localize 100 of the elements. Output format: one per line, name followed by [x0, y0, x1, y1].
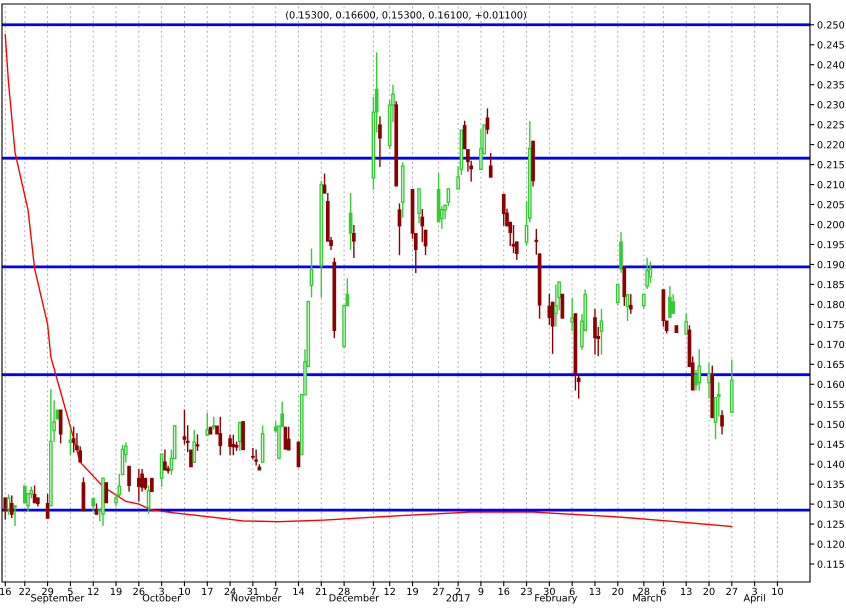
- x-tick-label: 12: [88, 588, 98, 595]
- y-tick-label: 0.185: [818, 280, 844, 288]
- x2-tick-label: February: [535, 594, 578, 604]
- x-tick-label: 12: [384, 588, 395, 595]
- candlestick: [254, 449, 258, 466]
- y-tick-label: 0.155: [818, 400, 844, 408]
- x-tick-label: 30: [544, 588, 555, 596]
- candlestick: [310, 248, 314, 298]
- candlestick: [160, 453, 164, 487]
- candlestick: [32, 485, 36, 504]
- candlestick: [720, 410, 724, 434]
- x-tick-label: 28: [638, 588, 650, 596]
- y-tick-label: 0.180: [818, 300, 844, 308]
- y-tick-label: 0.220: [818, 141, 844, 148]
- candlestick: [554, 284, 558, 327]
- x2-tick-label: April: [744, 594, 765, 604]
- y-tick-label: 0.215: [818, 161, 844, 168]
- x2-tick-label: November: [232, 594, 282, 602]
- x2-tick-label: March: [633, 594, 662, 602]
- candlestick: [137, 469, 141, 502]
- y-tick-label: 0.200: [818, 220, 844, 228]
- candlestick: [668, 286, 672, 318]
- candlestick: [6, 494, 10, 515]
- x2-tick-label: 2017: [446, 594, 470, 602]
- x-tick-label: 5: [68, 588, 73, 596]
- x-tick-label: 22: [19, 588, 30, 595]
- candlestick: [600, 308, 604, 355]
- candlestick: [46, 494, 50, 519]
- y-tick-label: 0.245: [818, 41, 844, 49]
- candlestick: [127, 466, 131, 492]
- x-tick-label: 27: [726, 588, 738, 595]
- text: (0.15300, 0.16600, 0.15300, 0.16100, +0.01100): [286, 11, 526, 20]
- candlestick: [94, 503, 98, 515]
- y-tick-label: 0.160: [818, 380, 844, 388]
- candlestick: [626, 294, 630, 322]
- candlestick: [348, 193, 352, 250]
- candlestick: [205, 412, 210, 436]
- y-tick-label: 0.195: [818, 240, 844, 248]
- candlestick: [398, 203, 402, 256]
- x-tick-label: 27: [433, 588, 444, 595]
- candlestick: [286, 426, 291, 450]
- candlestick: [488, 153, 493, 178]
- candlestick: [78, 446, 82, 462]
- candlestick: [502, 194, 506, 226]
- x-tick-label: 10: [179, 588, 190, 596]
- y-tick-label: 0.130: [818, 500, 844, 508]
- candlestick: [196, 434, 200, 451]
- y-tick-label: 0.175: [818, 320, 844, 328]
- candlestick: [68, 429, 72, 456]
- x-tick-label: 3: [752, 588, 757, 596]
- x2-tick-label: October: [142, 594, 182, 602]
- y-tick-label: 0.125: [818, 520, 844, 528]
- y-tick-label: 0.150: [818, 420, 844, 428]
- candlestick: [576, 374, 581, 399]
- y-tick-label: 0.240: [818, 61, 844, 69]
- candlestick: [228, 434, 232, 456]
- x-tick-label: 7: [371, 588, 376, 595]
- candlestick: [72, 426, 76, 452]
- x-tick-label: 2: [456, 588, 460, 595]
- x-tick-label: 20: [704, 588, 715, 596]
- x-tick-label: 13: [681, 588, 692, 596]
- candlestick: [642, 294, 646, 309]
- y-tick-label: 0.165: [818, 360, 844, 368]
- candlestick: [707, 362, 711, 399]
- y-tick-label: 0.225: [818, 121, 844, 128]
- candlestick: [593, 308, 597, 355]
- x-tick-label: 10: [772, 588, 783, 596]
- candlestick: [548, 294, 552, 326]
- x-tick-label: 3: [159, 588, 164, 596]
- x2-tick-label: September: [31, 594, 84, 604]
- candlestick: [10, 495, 14, 518]
- candlestick: [378, 116, 382, 167]
- candlestick: [150, 478, 154, 492]
- x-tick-label: 9: [478, 588, 484, 596]
- x-tick-label: 28: [338, 588, 350, 596]
- y-tick-label: 0.205: [818, 201, 844, 208]
- candlestick: [238, 422, 242, 451]
- x-tick-label: 20: [612, 588, 624, 596]
- y-tick-label: 0.250: [818, 21, 844, 29]
- candlestick: [146, 485, 150, 514]
- y-tick-label: 0.115: [818, 560, 844, 568]
- candlestick: [163, 449, 167, 470]
- candlestick: [352, 225, 356, 258]
- y-tick-label: 0.230: [818, 101, 844, 108]
- x-tick-label: 19: [110, 588, 122, 596]
- y-tick-label: 0.210: [818, 181, 844, 188]
- x-tick-label: 21: [316, 588, 327, 595]
- y-tick-label: 0.190: [818, 260, 844, 268]
- y-tick-label: 0.145: [818, 440, 844, 448]
- x-tick-label: 16: [0, 588, 11, 596]
- candlestick: [13, 505, 17, 526]
- x-tick-label: 6: [660, 588, 666, 596]
- y-tick-label: 0.235: [818, 81, 844, 89]
- x-tick-label: 23: [521, 588, 532, 596]
- x-tick-label: 16: [498, 588, 510, 596]
- y-tick-label: 0.120: [818, 540, 844, 548]
- x-tick-label: 29: [42, 588, 54, 596]
- candlestick: [512, 225, 516, 254]
- x-tick-label: 7: [273, 588, 278, 595]
- candlestick: [22, 485, 27, 504]
